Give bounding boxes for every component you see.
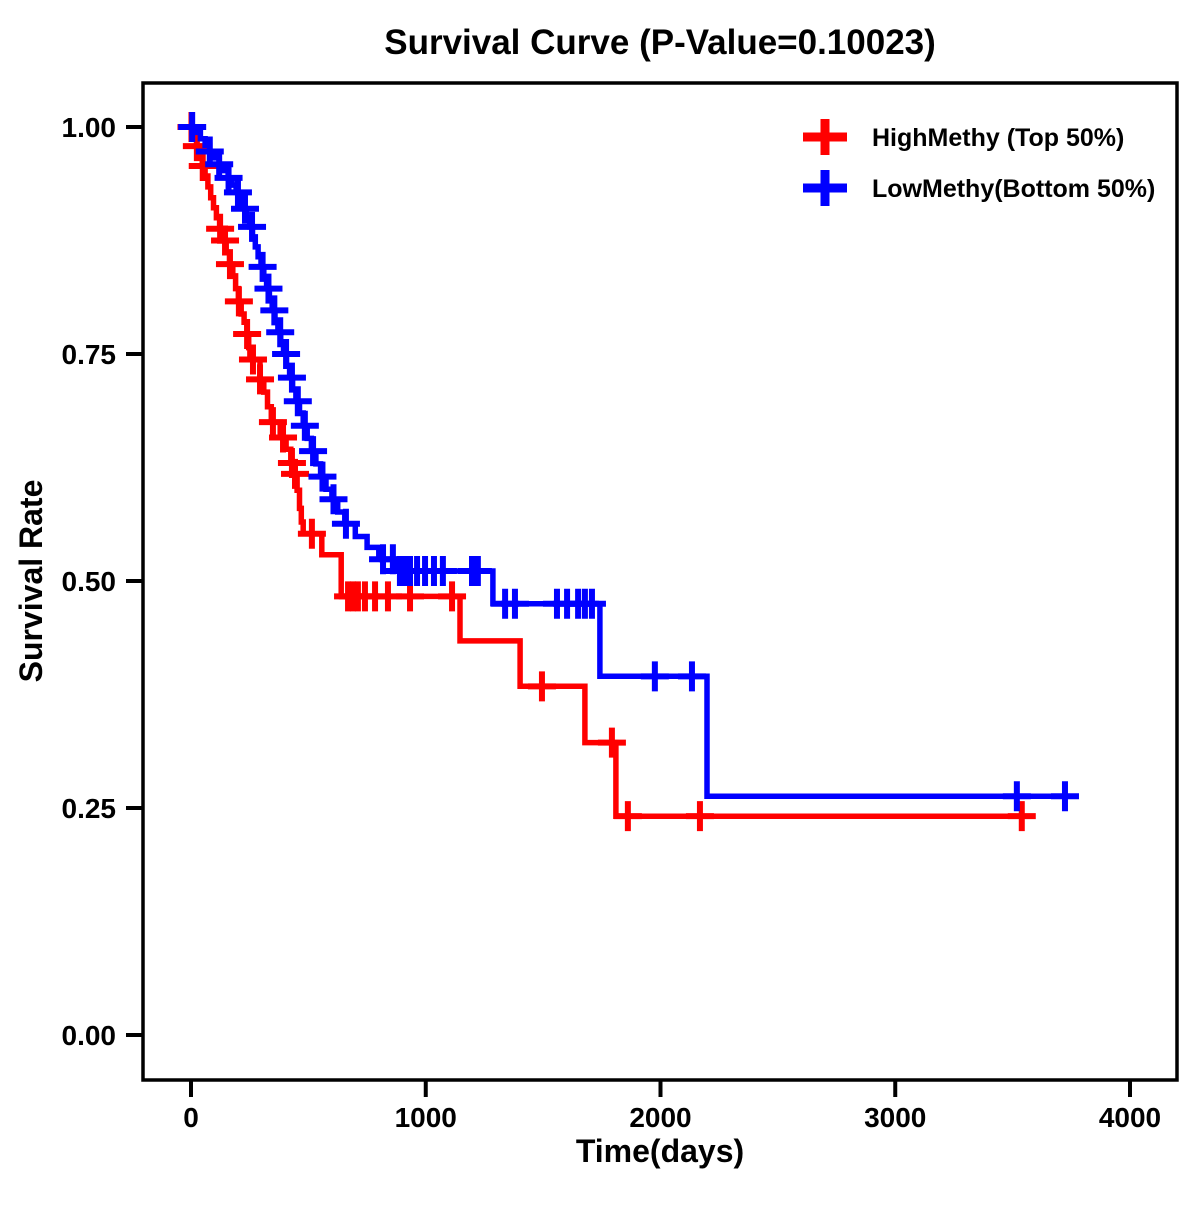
- y-axis-label: Survival Rate: [13, 480, 49, 683]
- x-axis-label: Time(days): [576, 1133, 744, 1169]
- censor-plus-icon: [248, 251, 277, 282]
- censor-plus-icon: [272, 339, 301, 369]
- censor-plus-icon: [396, 581, 425, 612]
- censor-plus-icon: [1002, 781, 1031, 812]
- censor-plus-icon: [280, 458, 309, 489]
- censor-plus-icon: [299, 436, 328, 467]
- censor-plus-icon: [238, 344, 267, 375]
- censor-plus-icon: [640, 661, 669, 692]
- y-tick-label: 1.00: [62, 112, 117, 143]
- censor-plus-icon: [283, 386, 312, 417]
- legend-label-highmethy: HighMethy (Top 50%): [872, 124, 1124, 152]
- censor-plus-icon: [277, 362, 306, 393]
- highmethy-series: [177, 112, 1036, 832]
- censor-plus-icon: [266, 317, 295, 348]
- censor-plus-icon: [308, 461, 337, 492]
- censor-plus-icon: [613, 801, 642, 832]
- y-tick-label: 0.50: [62, 566, 117, 597]
- highmethy-censor-marks: [177, 112, 1036, 832]
- legend-label-lowmethy: LowMethy(Bottom 50%): [872, 175, 1155, 203]
- x-tick-label: 0: [183, 1102, 199, 1133]
- plot-panel-border: [141, 81, 1179, 1082]
- censor-plus-icon: [597, 727, 626, 758]
- highmethy-plus-icon: [803, 119, 847, 155]
- censor-plus-icon: [577, 588, 606, 619]
- censor-plus-icon: [211, 225, 240, 256]
- censor-plus-icon: [428, 556, 457, 587]
- x-tick-label: 1000: [395, 1102, 457, 1133]
- censor-plus-icon: [230, 193, 259, 224]
- censor-plus-icon: [297, 518, 326, 549]
- y-tick-label: 0.25: [62, 793, 117, 824]
- axis-ticks: 0 1000 2000 3000 4000 0.00 0.25 0.50 0.75 1.00: [62, 112, 1162, 1133]
- censor-plus-icon: [246, 364, 275, 395]
- highmethy-curve: [191, 124, 1035, 819]
- x-tick-label: 2000: [629, 1102, 691, 1133]
- censor-plus-icon: [527, 671, 556, 702]
- censor-plus-icon: [260, 295, 289, 326]
- censor-plus-icon: [677, 661, 706, 692]
- censor-plus-icon: [223, 177, 252, 208]
- censor-plus-icon: [290, 410, 319, 441]
- y-tick-label: 0.75: [62, 339, 117, 370]
- censor-plus-icon: [238, 211, 267, 242]
- censor-plus-icon: [685, 801, 714, 832]
- lowmethy-censor-marks: [178, 112, 1079, 812]
- x-tick-label: 3000: [864, 1102, 926, 1133]
- censor-plus-icon: [258, 407, 287, 438]
- legend: HighMethy (Top 50%) LowMethy(Bottom 50%): [803, 119, 1155, 206]
- censor-plus-icon: [215, 249, 244, 280]
- censor-plus-icon: [233, 319, 262, 350]
- lowmethy-series: [178, 112, 1079, 812]
- x-tick-label: 4000: [1099, 1102, 1161, 1133]
- censor-plus-icon: [500, 588, 529, 619]
- censor-plus-icon: [224, 286, 253, 317]
- censor-plus-icon: [1007, 801, 1036, 832]
- censor-plus-icon: [331, 508, 360, 539]
- lowmethy-plus-icon: [803, 170, 847, 206]
- y-tick-label: 0.00: [62, 1020, 117, 1051]
- censor-plus-icon: [178, 112, 207, 142]
- censor-plus-icon: [269, 422, 298, 453]
- chart-title: Survival Curve (P-Value=0.10023): [384, 23, 936, 62]
- censor-plus-icon: [463, 556, 492, 587]
- censor-plus-icon: [254, 273, 283, 304]
- censor-plus-icon: [1050, 781, 1079, 812]
- censor-plus-icon: [438, 581, 467, 612]
- censor-plus-icon: [319, 484, 348, 515]
- survival-curves: [177, 112, 1079, 832]
